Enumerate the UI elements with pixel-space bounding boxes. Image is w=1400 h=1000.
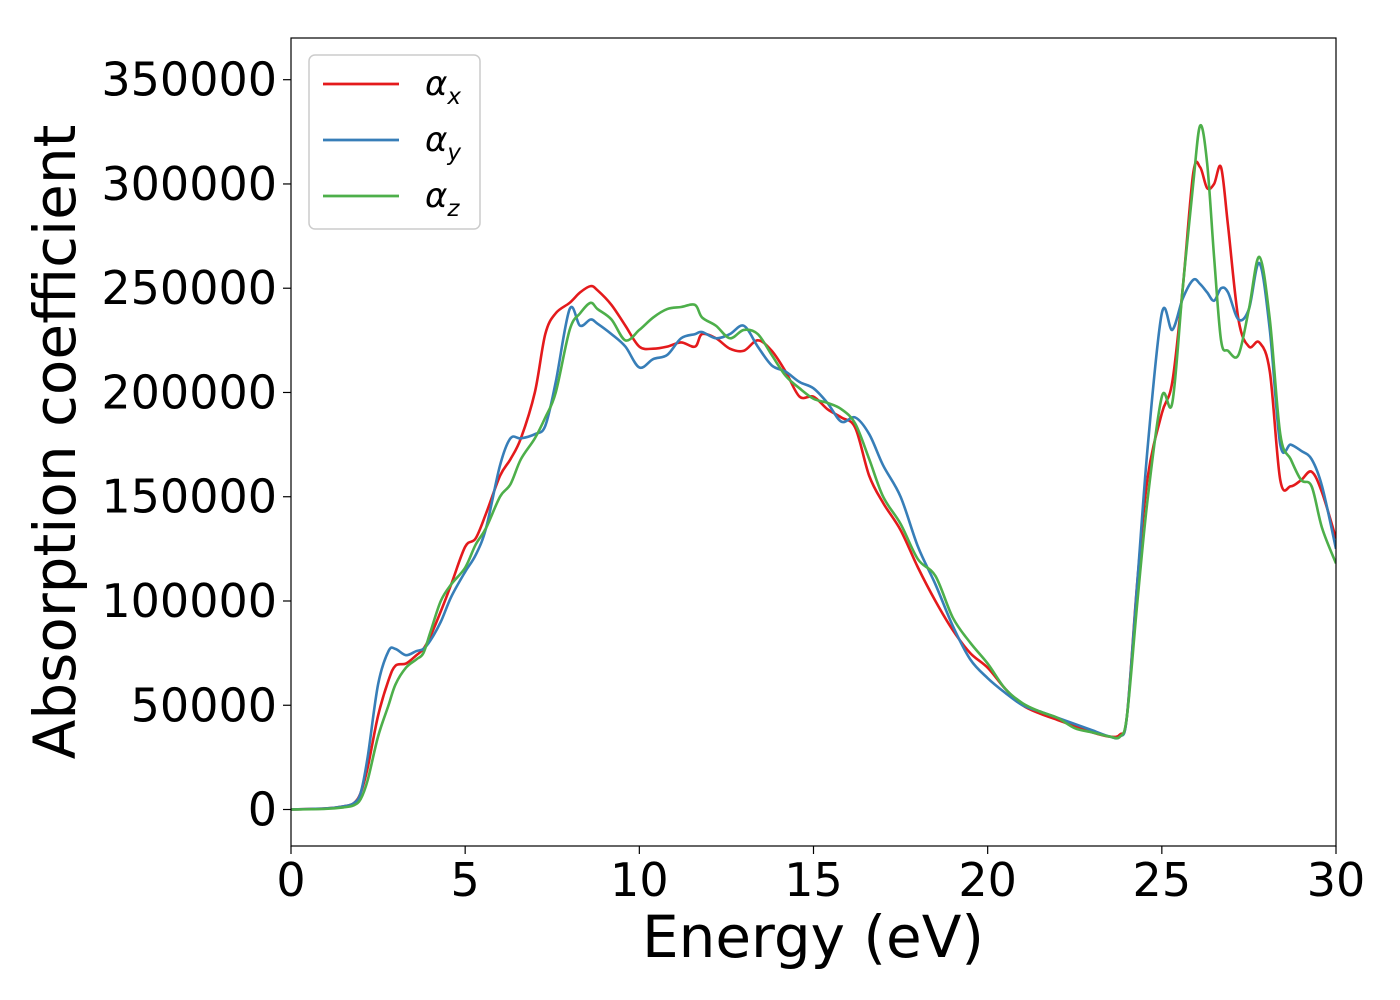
x-tick-label: 0 bbox=[276, 853, 305, 907]
legend-label-alpha-y: αy bbox=[425, 120, 461, 166]
series-line-alpha-y bbox=[291, 261, 1336, 811]
y-axis-ticks: 0 50000 100000 150000 200000 250000 300000 3500… bbox=[101, 53, 291, 837]
x-tick-label: 5 bbox=[451, 853, 480, 907]
series-layer bbox=[291, 123, 1336, 811]
series-line-alpha-z bbox=[291, 123, 1336, 811]
x-tick-label: 25 bbox=[1133, 853, 1192, 907]
legend: αx αy αz bbox=[308, 54, 481, 230]
x-axis-label: Energy (eV) bbox=[642, 903, 984, 971]
y-tick-label: 200000 bbox=[101, 365, 277, 419]
y-tick-label: 100000 bbox=[101, 574, 277, 628]
x-axis-ticks: 0 5 10 15 20 25 30 bbox=[276, 846, 1365, 907]
y-tick-label: 250000 bbox=[101, 261, 277, 315]
y-tick-label: 50000 bbox=[131, 678, 277, 732]
x-tick-label: 15 bbox=[784, 853, 843, 907]
x-tick-label: 30 bbox=[1307, 853, 1366, 907]
series-line-alpha-x bbox=[291, 160, 1336, 811]
y-tick-label: 300000 bbox=[101, 157, 277, 211]
x-tick-label: 10 bbox=[610, 853, 669, 907]
legend-box bbox=[308, 54, 481, 230]
legend-label-alpha-x: αx bbox=[425, 64, 461, 110]
y-axis-label: Absorption coefficient bbox=[21, 125, 89, 760]
x-tick-label: 20 bbox=[958, 853, 1017, 907]
legend-label-alpha-z: αz bbox=[425, 176, 460, 222]
y-tick-label: 150000 bbox=[101, 470, 277, 524]
y-tick-label: 350000 bbox=[101, 53, 277, 107]
y-tick-label: 0 bbox=[248, 783, 277, 837]
legend-entries: αx αy αz bbox=[323, 64, 461, 222]
